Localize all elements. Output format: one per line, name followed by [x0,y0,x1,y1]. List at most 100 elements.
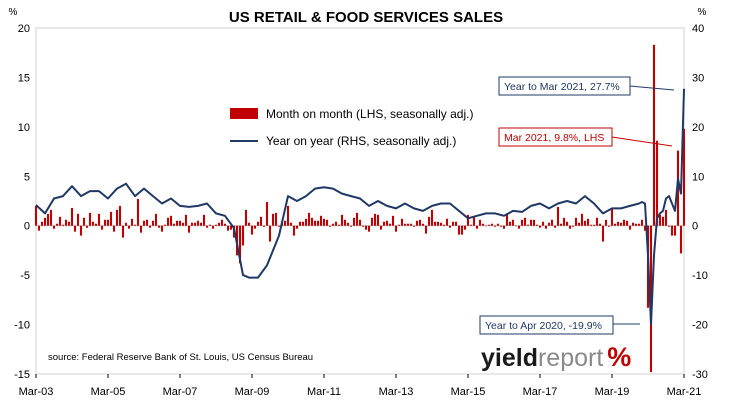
mom-bar [148,225,152,228]
mom-bar [133,224,137,226]
logo-wordmark: yieldreport% [481,342,631,372]
mom-bar [124,222,128,226]
mom-bar [517,225,521,229]
mom-bar [70,207,74,226]
mom-bar [88,212,92,226]
mom-bar [670,225,674,236]
legend-swatch-mom [230,108,258,119]
mom-bar [49,209,53,226]
mom-bar [376,214,380,226]
mom-bar [199,222,203,226]
mom-bar [271,213,275,226]
mom-bar [601,225,605,242]
mom-bar [37,225,41,231]
mom-bar [577,222,581,226]
mom-bar [166,217,170,226]
mom-bar [478,219,482,226]
mom-bar [322,218,326,226]
mom-bar [205,225,209,228]
mom-bar [208,224,212,226]
mom-bar [118,205,122,226]
mom-bar [535,224,539,226]
mom-bar [190,222,194,226]
mom-bar [73,225,77,232]
source-note: source: Federal Reserve Bank of St. Loui… [48,352,313,363]
mom-bar [340,214,344,226]
mom-bar [502,225,506,229]
mom-bar [400,218,404,226]
left-tick-label: -5 [20,270,30,282]
mom-bar [628,225,632,230]
mom-bar [283,220,287,226]
annotation-text: Mar 2021, 9.8%, LHS [504,132,604,144]
mom-bar [538,225,542,228]
mom-bar [46,213,50,226]
right-tick-label: -30 [692,369,708,381]
mom-bar [442,224,446,226]
mom-bar [274,212,278,226]
mom-bar [220,219,224,226]
mom-bar [157,225,161,228]
mom-bar [151,220,155,226]
right-tick-label: -10 [692,270,708,282]
x-tick-label: Mar-07 [163,386,198,398]
mom-bar [112,225,116,232]
mom-bar [553,225,557,228]
mom-bar [358,219,362,226]
mom-bar [85,225,89,228]
mom-bar [34,205,38,226]
mom-bar [580,213,584,226]
mom-bar [262,225,266,227]
mom-bar [625,220,629,226]
mom-bar [361,225,365,227]
mom-bar [439,222,443,226]
mom-bar [460,225,464,235]
mom-bar [355,212,359,226]
annotation-leader [611,136,673,147]
mom-bar [475,225,479,229]
mom-bar [247,222,251,226]
right-tick-label: 10 [692,171,704,183]
mom-bar [610,208,614,226]
mom-bar [139,225,143,233]
mom-bar [541,221,545,226]
mom-bar [544,225,548,229]
mom-bar [565,221,569,226]
mom-bar [331,223,335,226]
mom-bar [652,44,656,226]
left-axis-unit: % [9,7,18,18]
x-tick-label: Mar-11 [307,386,341,398]
mom-bar [382,221,386,226]
left-tick-label: 10 [18,122,30,134]
mom-bar [343,219,347,226]
mom-bar [61,224,65,226]
mom-bar [379,225,383,230]
mom-bar [172,223,176,226]
mom-bar [637,223,641,226]
x-tick-label: Mar-13 [379,386,414,398]
mom-bar [121,225,125,238]
x-tick-label: Mar-15 [451,386,486,398]
mom-bar [445,218,449,226]
mom-bar [484,225,488,227]
mom-bar [145,219,149,226]
mom-bar [367,225,371,232]
mom-bar [616,221,620,226]
yieldreport-logo: yieldreport% [481,342,631,372]
mom-bar [370,217,374,226]
mom-bar [523,217,527,226]
x-tick-label: Mar-03 [19,386,54,398]
mom-bar [409,223,413,226]
annotation-box [479,315,614,335]
annotation-yoy-apr-2020: Year to Apr 2020, -19.9% [479,315,640,335]
mom-bar [217,222,221,226]
x-tick-label: Mar-09 [235,386,270,398]
mom-bar [397,224,401,226]
left-tick-label: -10 [14,320,30,332]
mom-bar [100,225,104,230]
legend-label-yoy: Year on year (RHS, seasonally adj.) [266,134,456,148]
mom-bar [436,221,440,226]
left-axis: -15 -10 -5 0 5 10 15 20 [14,23,30,381]
mom-bar [592,224,596,226]
x-tick-label: Mar-21 [667,386,702,398]
